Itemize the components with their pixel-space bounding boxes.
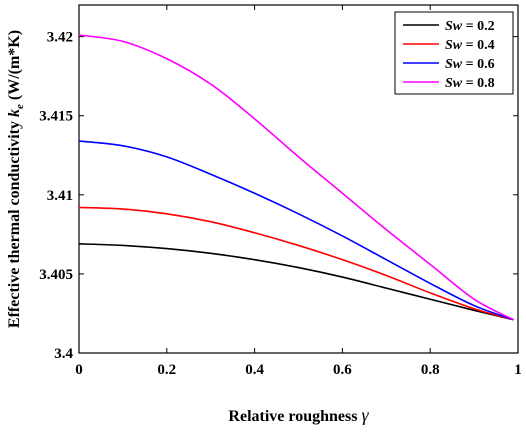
y-tick-label: 3.405 — [39, 267, 73, 283]
legend-label: Sw = 0.4 — [445, 38, 495, 53]
y-tick-label: 3.42 — [47, 30, 73, 46]
series-line-3 — [78, 34, 514, 321]
legend-label: Sw = 0.8 — [445, 76, 495, 91]
y-tick-label: 3.4 — [54, 346, 73, 362]
series-line-0 — [78, 243, 514, 321]
legend-label: Sw = 0.2 — [445, 19, 495, 34]
x-tick-label: 0 — [75, 362, 83, 378]
x-tick-label: 0.4 — [245, 362, 264, 378]
series-line-2 — [78, 140, 514, 321]
y-tick-label: 3.41 — [47, 188, 73, 204]
y-axis-label: Effective thermal conductivity ke (W/(m*… — [6, 30, 26, 328]
x-axis-label: Relative roughness γ — [228, 405, 369, 425]
x-tick-label: 1 — [514, 362, 522, 378]
y-tick-label: 3.415 — [39, 109, 73, 125]
x-tick-label: 0.6 — [333, 362, 352, 378]
x-tick-label: 0.2 — [157, 362, 176, 378]
plot-frame — [78, 4, 519, 354]
legend-label: Sw = 0.6 — [445, 57, 495, 72]
x-tick-label: 0.8 — [421, 362, 440, 378]
series-line-1 — [78, 206, 514, 321]
